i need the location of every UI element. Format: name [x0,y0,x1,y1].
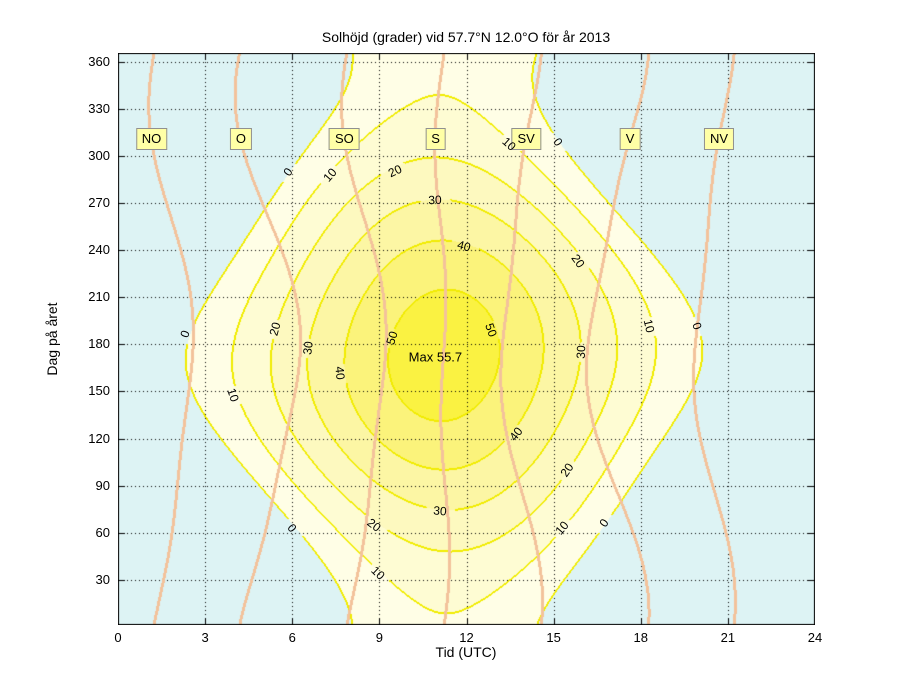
x-tick-label: 21 [720,630,736,645]
y-tick-label: 300 [88,148,110,164]
y-tick-label: 240 [88,242,110,258]
x-tick-label: 0 [114,630,122,645]
x-tick-label: 9 [375,630,383,645]
y-tick-label: 60 [95,524,110,540]
x-tick-label: 12 [459,630,474,645]
x-tick-label: 18 [633,630,648,645]
y-tick-label: 210 [88,289,110,305]
y-tick-label: 330 [88,101,110,117]
chart-title: Solhöjd (grader) vid 57.7°N 12.0°O för å… [321,29,611,45]
y-axis-label: Dag på året [44,302,60,376]
y-tick-label: 270 [88,195,110,211]
x-tick-label: 3 [201,630,209,645]
y-tick-label: 180 [88,336,110,352]
y-tick-label: 90 [95,477,110,493]
x-tick-label: 15 [546,630,561,645]
x-tick-label: 24 [807,630,823,645]
y-tick-label: 360 [88,54,110,70]
contour-plot-canvas [118,53,815,625]
y-tick-label: 30 [95,571,110,587]
x-tick-label: 6 [288,630,296,645]
y-tick-label: 120 [88,430,110,446]
y-tick-label: 150 [88,383,110,399]
x-axis-label: Tid (UTC) [435,644,497,660]
